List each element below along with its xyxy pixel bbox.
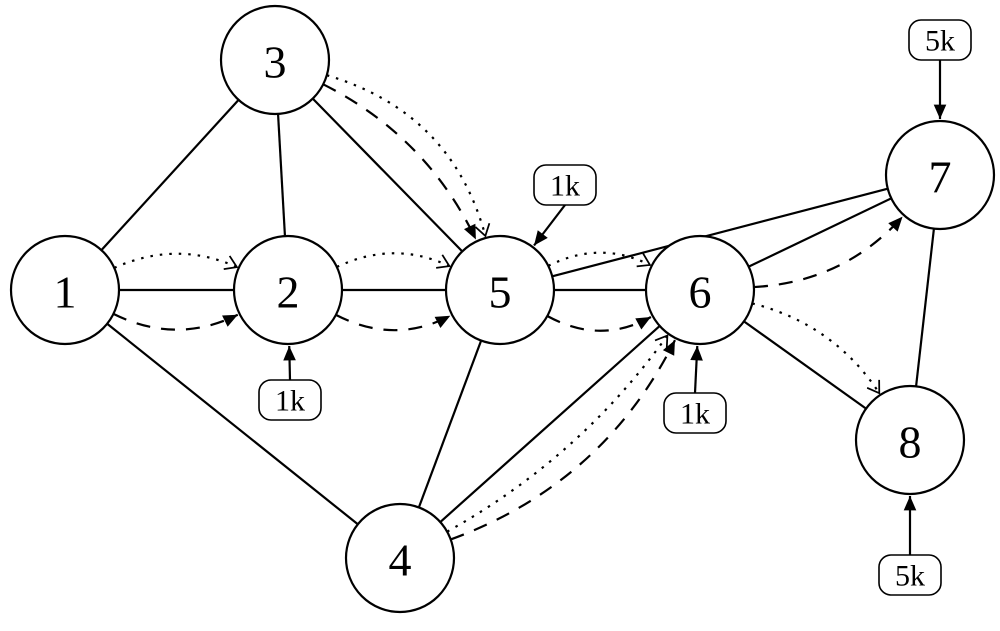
edge-n2-n3 [278,114,285,236]
nodes-layer: 1 2 3 4 5 6 7 8 [11,6,994,612]
dotted-q4-6 [447,336,667,532]
badge-label-b7: 5k [925,25,955,58]
node-label-n6: 6 [689,267,712,318]
badge-b8: 5k [879,496,941,595]
node-label-n8: 8 [899,417,922,468]
node-n2: 2 [234,236,342,344]
node-n7: 7 [886,121,994,229]
edge-n6-n7 [749,198,892,266]
edge-n1-n3 [101,100,238,250]
dashed-p4-6 [451,340,675,539]
badge-b5: 1k [534,165,596,246]
node-label-n2: 2 [277,267,300,318]
badge-b7: 5k [909,20,971,119]
badge-label-b8: 5k [895,560,925,593]
badge-label-b5: 1k [550,170,580,203]
dashed-p5-6 [547,316,651,331]
badges-layer: 1k 1k 1k 5k 5k [259,20,971,595]
dotted-q2-5 [337,253,450,267]
badge-b2: 1k [259,346,321,420]
node-label-n7: 7 [929,152,952,203]
badge-arrow-b6 [695,346,697,393]
node-n5: 5 [446,236,554,344]
node-n1: 1 [11,236,119,344]
badge-label-b2: 1k [275,385,305,418]
edge-n4-n6 [440,326,659,522]
badge-label-b6: 1k [680,398,710,431]
dashed-p3-5 [323,84,476,239]
edge-n7-n8 [916,229,934,387]
dotted-q6-8 [752,303,879,393]
node-label-n4: 4 [389,535,412,586]
badge-b6: 1k [664,346,726,433]
dotted-q1-2 [114,254,237,268]
node-label-n3: 3 [264,37,287,88]
dashed-p6-7 [754,217,903,287]
badge-arrow-b2 [289,346,290,380]
node-n4: 4 [346,504,454,612]
node-n8: 8 [856,386,964,494]
node-n3: 3 [221,6,329,114]
dashed-p2-5 [336,315,450,330]
edge-n1-n4 [107,324,358,525]
dashed-p1-2 [113,314,237,330]
network-diagram: 1k 1k 1k 5k 5k 1 2 3 4 5 6 7 8 [0,0,1000,631]
edge-n4-n5 [419,341,481,508]
badge-arrow-b5 [534,205,565,246]
edge-n6-n8 [744,321,866,408]
node-label-n1: 1 [54,267,77,318]
node-n6: 6 [646,236,754,344]
edge-n3-n5 [313,99,462,252]
node-label-n5: 5 [489,267,512,318]
